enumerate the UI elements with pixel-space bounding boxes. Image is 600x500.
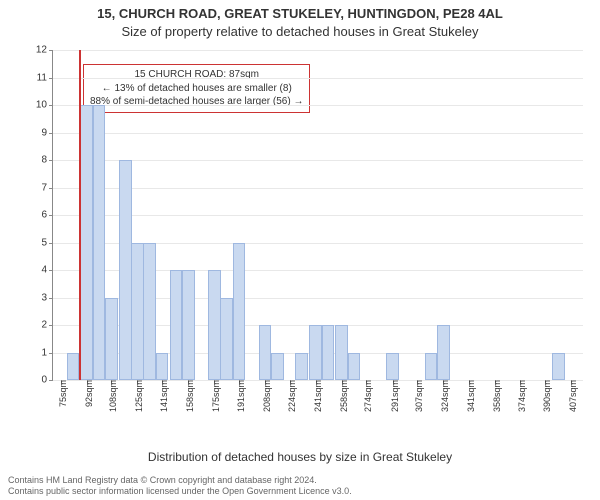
x-tick-label: 307sqm [410, 380, 424, 412]
footer-line-2: Contains public sector information licen… [8, 486, 352, 498]
x-axis-label: Distribution of detached houses by size … [0, 450, 600, 464]
histogram-bar [386, 353, 399, 381]
x-tick-label: 141sqm [155, 380, 169, 412]
y-tick-mark [49, 105, 53, 106]
histogram-bar [220, 298, 233, 381]
y-tick-mark [49, 133, 53, 134]
annotation-line-2: ← 13% of detached houses are smaller (8) [90, 82, 303, 96]
histogram-bar [233, 243, 246, 381]
histogram-bar [348, 353, 361, 381]
x-tick-label: 224sqm [283, 380, 297, 412]
y-tick-mark [49, 353, 53, 354]
gridline [53, 188, 583, 189]
y-tick-mark [49, 188, 53, 189]
histogram-bar [425, 353, 438, 381]
histogram-bar [259, 325, 272, 380]
x-tick-label: 291sqm [386, 380, 400, 412]
y-tick-mark [49, 298, 53, 299]
y-tick-mark [49, 215, 53, 216]
x-tick-label: 92sqm [80, 380, 94, 407]
histogram-bar [80, 105, 93, 380]
x-tick-label: 175sqm [207, 380, 221, 412]
histogram-bar [295, 353, 308, 381]
annotation-line-1: 15 CHURCH ROAD: 87sqm [90, 68, 303, 82]
histogram-bar [552, 353, 565, 381]
y-tick-mark [49, 325, 53, 326]
plot-area: 15 CHURCH ROAD: 87sqm ← 13% of detached … [52, 50, 583, 381]
y-tick-mark [49, 243, 53, 244]
footer-attribution: Contains HM Land Registry data © Crown c… [8, 475, 352, 498]
y-tick-mark [49, 78, 53, 79]
histogram-bar [182, 270, 195, 380]
y-tick-mark [49, 50, 53, 51]
y-tick-mark [49, 160, 53, 161]
histogram-bar [170, 270, 183, 380]
x-tick-label: 208sqm [258, 380, 272, 412]
histogram-bar [309, 325, 322, 380]
x-tick-label: 324sqm [436, 380, 450, 412]
x-tick-label: 358sqm [488, 380, 502, 412]
x-tick-label: 125sqm [130, 380, 144, 412]
x-tick-label: 191sqm [232, 380, 246, 412]
chart-title-main: 15, CHURCH ROAD, GREAT STUKELEY, HUNTING… [0, 6, 600, 21]
x-tick-label: 258sqm [335, 380, 349, 412]
chart-subtitle: Size of property relative to detached ho… [0, 24, 600, 39]
y-tick-mark [49, 270, 53, 271]
y-tick-mark [49, 380, 53, 381]
gridline [53, 105, 583, 106]
histogram-bar [335, 325, 348, 380]
gridline [53, 133, 583, 134]
histogram-bar [105, 298, 118, 381]
chart-container: { "chart": { "type": "histogram", "title… [0, 0, 600, 500]
x-tick-label: 274sqm [359, 380, 373, 412]
x-tick-label: 390sqm [538, 380, 552, 412]
histogram-bar [208, 270, 221, 380]
gridline [53, 215, 583, 216]
histogram-bar [271, 353, 284, 381]
x-tick-label: 407sqm [564, 380, 578, 412]
gridline [53, 78, 583, 79]
footer-line-1: Contains HM Land Registry data © Crown c… [8, 475, 352, 487]
x-tick-label: 108sqm [104, 380, 118, 412]
reference-line [79, 50, 81, 380]
annotation-line-3: 88% of semi-detached houses are larger (… [90, 95, 303, 109]
x-tick-label: 374sqm [513, 380, 527, 412]
x-tick-label: 341sqm [462, 380, 476, 412]
histogram-bar [119, 160, 132, 380]
histogram-bar [143, 243, 156, 381]
x-tick-label: 241sqm [309, 380, 323, 412]
histogram-bar [131, 243, 144, 381]
histogram-bar [437, 325, 450, 380]
histogram-bar [93, 105, 106, 380]
x-tick-label: 158sqm [181, 380, 195, 412]
histogram-bar [322, 325, 335, 380]
x-tick-label: 75sqm [54, 380, 68, 407]
gridline [53, 50, 583, 51]
gridline [53, 160, 583, 161]
histogram-bar [156, 353, 169, 381]
histogram-bar [67, 353, 80, 381]
